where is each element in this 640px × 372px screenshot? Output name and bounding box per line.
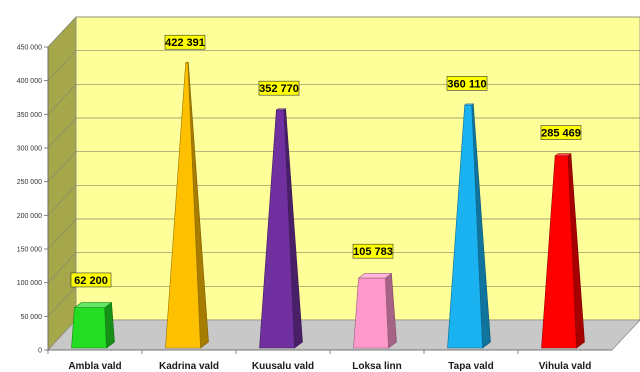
data-label-box <box>164 34 206 50</box>
x-tick-label: Vihula vald <box>539 361 592 372</box>
bar-front-face <box>71 307 107 349</box>
data-label-box <box>352 243 394 259</box>
bar <box>165 61 209 349</box>
x-tick-label: Kadrina vald <box>159 361 219 372</box>
y-tick-label: 50 000 <box>21 314 43 321</box>
y-tick-label: 300 000 <box>17 146 42 153</box>
data-label-text: 105 783 <box>353 246 393 258</box>
bar-top-face <box>554 153 572 157</box>
data-label-text: 285 469 <box>541 128 581 140</box>
bar <box>259 108 303 349</box>
x-tick-label: Tapa vald <box>448 361 493 372</box>
bars <box>71 61 585 349</box>
bar-top-face <box>73 302 113 309</box>
gridline <box>47 218 640 250</box>
bar-top-face <box>275 108 287 111</box>
gridline <box>47 151 640 182</box>
data-label-text: 352 770 <box>259 83 299 95</box>
y-tick-label: 350 000 <box>17 112 42 119</box>
bar <box>71 301 115 349</box>
bar <box>447 103 491 349</box>
gridline <box>47 252 640 283</box>
y-tick-label: 250 000 <box>17 179 42 186</box>
y-tick-label: 0 <box>38 348 42 355</box>
gridline <box>47 117 640 149</box>
bar-top-face <box>463 103 475 106</box>
gridline <box>47 184 640 216</box>
bar <box>541 153 585 349</box>
x-tick-label: Loksa linn <box>352 361 401 372</box>
gridline <box>47 50 640 81</box>
y-tick-label: 450 000 <box>17 45 42 52</box>
data-label: 360 110 <box>446 76 488 91</box>
x-axis: Ambla vald Kadrina vald Kuusalu vald Loksa … <box>47 349 612 372</box>
x-tick-label: Kuusalu vald <box>252 361 314 372</box>
data-label-box <box>70 272 112 288</box>
data-label: 105 783 <box>352 243 394 259</box>
bar-front-face <box>353 277 389 349</box>
data-label-text: 62 200 <box>74 275 108 287</box>
y-axis: 0 50 000 100 000 150 000 200 000 250 000 300 0… <box>17 45 49 355</box>
data-label: 422 391 <box>164 34 206 50</box>
data-labels: 62 200 422 391 352 770 105 783 360 110 285 46… <box>70 34 582 288</box>
y-tick-label: 200 000 <box>17 213 42 220</box>
data-label-box <box>258 80 300 96</box>
data-label: 352 770 <box>258 80 300 96</box>
plot-side-wall <box>47 15 77 352</box>
y-tick-label: 100 000 <box>17 280 42 287</box>
data-label-text: 422 391 <box>165 37 205 49</box>
bar-top-face <box>357 273 393 279</box>
data-label-text: 360 110 <box>447 78 486 90</box>
gridline <box>47 16 640 48</box>
data-label-box <box>446 76 488 91</box>
data-label: 285 469 <box>540 125 582 140</box>
x-tick-label: Ambla vald <box>68 361 121 372</box>
y-tick-label: 400 000 <box>17 78 42 85</box>
bar <box>353 272 397 349</box>
y-tick-label: 150 000 <box>17 247 42 254</box>
data-label-box <box>540 125 582 140</box>
data-label: 62 200 <box>70 272 112 288</box>
